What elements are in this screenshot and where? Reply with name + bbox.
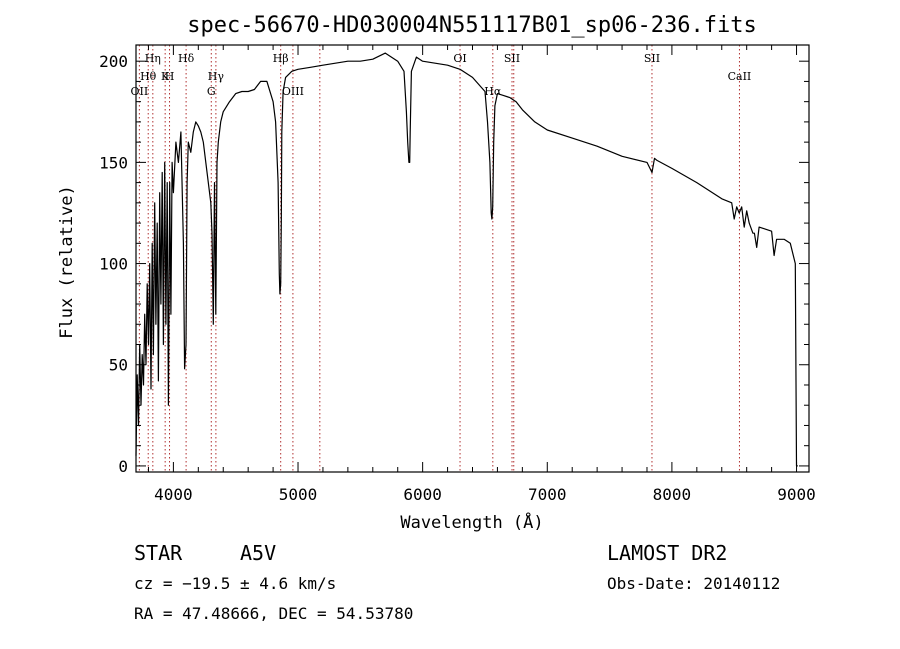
x-axis-label: Wavelength (Å) bbox=[400, 511, 543, 533]
spectral-line-label: Hθ bbox=[140, 70, 157, 83]
x-tick-label: 8000 bbox=[653, 485, 692, 504]
object-class: STAR bbox=[134, 541, 183, 565]
spectral-line-label: OI bbox=[453, 52, 466, 65]
x-tick-label: 4000 bbox=[154, 485, 193, 504]
spectral-line-label: K bbox=[161, 70, 170, 83]
x-tick-label: 6000 bbox=[403, 485, 442, 504]
spectral-line-label: G bbox=[207, 85, 216, 98]
spectral-line-label: Hβ bbox=[273, 52, 289, 65]
spectrum-line bbox=[135, 52, 798, 467]
y-tick-label: 50 bbox=[109, 356, 128, 375]
spectral-line-label: Hδ bbox=[178, 52, 195, 65]
x-tick-label: 5000 bbox=[279, 485, 318, 504]
spectral-line-label: Hγ bbox=[208, 70, 225, 83]
ra-dec-coordinates: RA = 47.48666, DEC = 54.53780 bbox=[134, 604, 413, 623]
object-subclass: A5V bbox=[240, 541, 276, 565]
plot-frame bbox=[135, 44, 810, 473]
spectral-line-label: Hη bbox=[145, 52, 161, 65]
y-axis-label: Flux (relative) bbox=[57, 185, 77, 339]
y-axis-ticks: 0 50 100 150 200 bbox=[99, 52, 809, 476]
spectral-line-label: SII bbox=[504, 52, 520, 65]
survey-name: LAMOST DR2 bbox=[607, 541, 727, 565]
chart-title: spec-56670-HD030004N551117B01_sp06-236.f… bbox=[187, 13, 757, 38]
spectral-line-label: SII bbox=[644, 52, 660, 65]
spectral-line-label: OIII bbox=[282, 85, 304, 98]
y-tick-label: 100 bbox=[99, 255, 128, 274]
observation-date: Obs-Date: 20140112 bbox=[607, 574, 780, 593]
spectral-line-label: Hα bbox=[484, 85, 502, 98]
spectral-line-label: H bbox=[165, 70, 175, 83]
y-tick-label: 150 bbox=[99, 153, 128, 172]
spectral-line-label: CaII bbox=[728, 70, 752, 83]
x-tick-label: 7000 bbox=[528, 485, 567, 504]
y-tick-label: 200 bbox=[99, 52, 128, 71]
x-axis-ticks: 4000 5000 6000 7000 8000 9000 bbox=[147, 45, 816, 504]
redshift-cz: cz = −19.5 ± 4.6 km/s bbox=[134, 574, 336, 593]
spectral-line-markers bbox=[138, 45, 740, 472]
x-tick-label: 9000 bbox=[777, 485, 816, 504]
y-tick-label: 0 bbox=[118, 457, 128, 476]
spectral-line-label: OII bbox=[131, 85, 149, 98]
